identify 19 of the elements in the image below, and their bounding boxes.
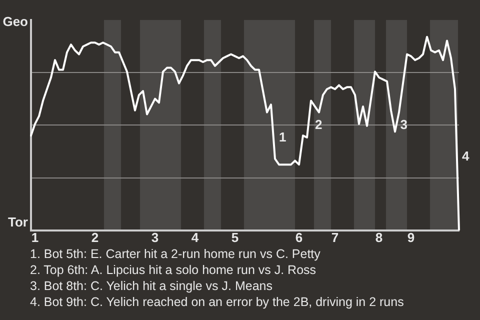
text: Geo [2, 14, 28, 30]
text: 1. Bot 5th: E. Carter hit a 2-run home run vs C. Petty [30, 246, 322, 262]
text: 4 [462, 148, 470, 164]
text: 4. Bot 9th: C. Yelich reached on an error by the 2B, driving in 2 runs [30, 294, 404, 310]
x-tick-label: 2 [91, 230, 99, 245]
x-tick-label: 3 [151, 230, 159, 245]
x-tick-label: 7 [331, 230, 339, 245]
annotation: 1 [279, 129, 286, 144]
text: 2. Top 6th: A. Lipcius hit a solo home run vs J. Ross [30, 262, 318, 278]
annotation: 3 [400, 116, 408, 132]
annotation: 2 [315, 116, 322, 132]
x-tick-label: 5 [231, 230, 239, 245]
x-tick-label: 4 [191, 230, 200, 245]
x-tick-label: 6 [295, 230, 303, 245]
x-tick-label: 8 [375, 230, 383, 245]
text: 3. Bot 8th: C. Yelich hit a single vs J. Means [30, 278, 274, 294]
x-tick-label: 1 [31, 230, 39, 245]
x-tick-label: 9 [407, 230, 415, 245]
text: Tor [8, 214, 28, 230]
